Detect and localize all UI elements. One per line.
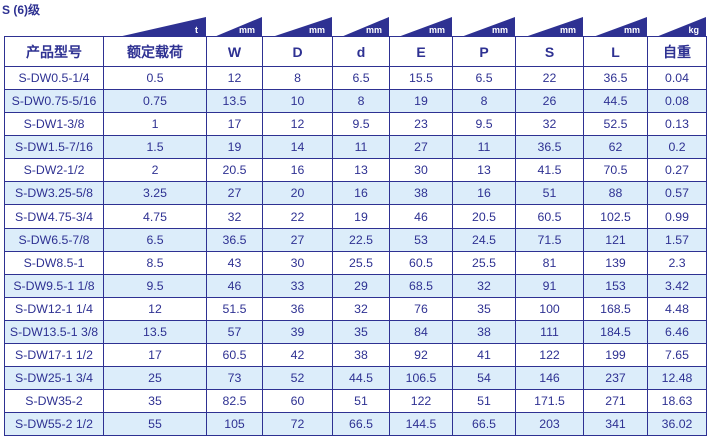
svg-text:mm: mm [239, 25, 255, 35]
svg-text:t: t [195, 25, 198, 35]
svg-text:mm: mm [492, 25, 508, 35]
svg-text:mm: mm [624, 25, 640, 35]
svg-text:mm: mm [429, 25, 445, 35]
svg-text:mm: mm [366, 25, 382, 35]
svg-text:mm: mm [560, 25, 576, 35]
svg-text:kg: kg [688, 25, 699, 35]
svg-text:mm: mm [309, 25, 325, 35]
